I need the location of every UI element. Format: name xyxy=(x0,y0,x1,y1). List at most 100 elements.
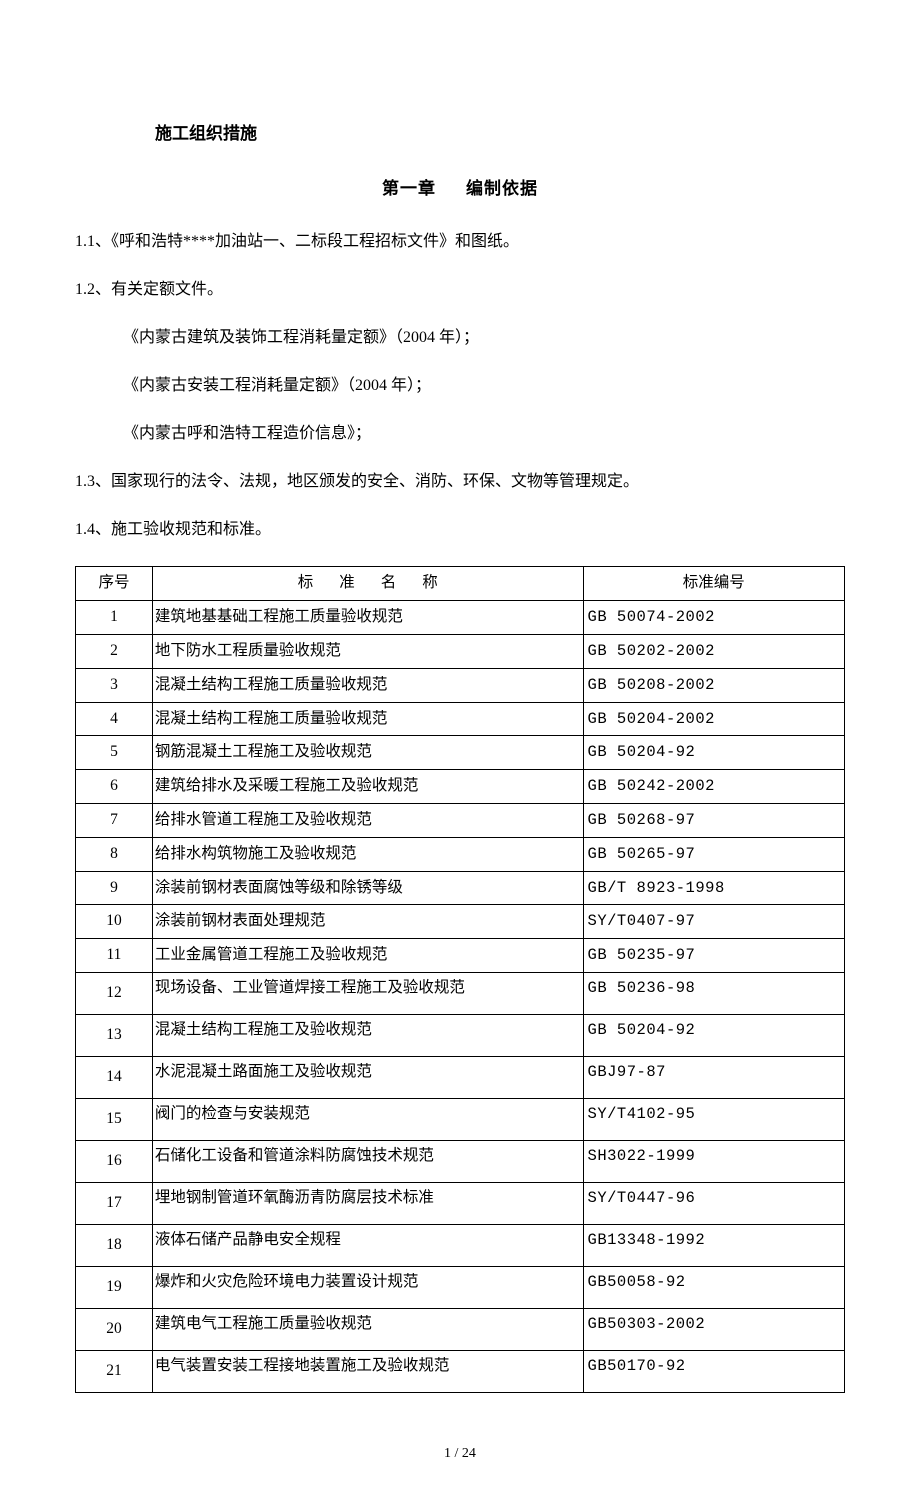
table-cell-code: GB50058-92 xyxy=(583,1266,844,1308)
table-cell-name: 给排水管道工程施工及验收规范 xyxy=(152,803,583,837)
paragraph-1-2c: 《内蒙古呼和浩特工程造价信息》； xyxy=(123,422,845,446)
table-cell-code: GB 50242-2002 xyxy=(583,770,844,804)
table-cell-name: 现场设备、工业管道焊接工程施工及验收规范 xyxy=(152,972,583,1014)
table-cell-name: 建筑电气工程施工质量验收规范 xyxy=(152,1308,583,1350)
table-cell-seq: 6 xyxy=(76,770,153,804)
document-title: 施工组织措施 xyxy=(155,120,845,147)
table-header-code: 标准编号 xyxy=(583,567,844,601)
table-cell-seq: 21 xyxy=(76,1350,153,1392)
table-row: 20建筑电气工程施工质量验收规范GB50303-2002 xyxy=(76,1308,845,1350)
table-row: 12现场设备、工业管道焊接工程施工及验收规范GB 50236-98 xyxy=(76,972,845,1014)
table-cell-code: GB 50268-97 xyxy=(583,803,844,837)
table-cell-seq: 5 xyxy=(76,736,153,770)
table-cell-name: 涂装前钢材表面处理规范 xyxy=(152,905,583,939)
table-row: 2地下防水工程质量验收规范GB 50202-2002 xyxy=(76,634,845,668)
table-cell-code: SY/T0407-97 xyxy=(583,905,844,939)
table-cell-code: GB13348-1992 xyxy=(583,1224,844,1266)
table-cell-seq: 4 xyxy=(76,702,153,736)
table-cell-seq: 15 xyxy=(76,1098,153,1140)
table-cell-name: 电气装置安装工程接地装置施工及验收规范 xyxy=(152,1350,583,1392)
table-cell-seq: 9 xyxy=(76,871,153,905)
table-cell-name: 建筑地基基础工程施工质量验收规范 xyxy=(152,601,583,635)
table-row: 6建筑给排水及采暖工程施工及验收规范GB 50242-2002 xyxy=(76,770,845,804)
table-cell-code: GB 50265-97 xyxy=(583,837,844,871)
table-cell-seq: 7 xyxy=(76,803,153,837)
table-cell-seq: 12 xyxy=(76,972,153,1014)
table-cell-code: SH3022-1999 xyxy=(583,1140,844,1182)
table-row: 17埋地钢制管道环氧酶沥青防腐层技术标准SY/T0447-96 xyxy=(76,1182,845,1224)
table-cell-code: GB 50208-2002 xyxy=(583,668,844,702)
table-cell-name: 工业金属管道工程施工及验收规范 xyxy=(152,939,583,973)
table-cell-seq: 8 xyxy=(76,837,153,871)
table-cell-name: 水泥混凝土路面施工及验收规范 xyxy=(152,1056,583,1098)
chapter-prefix: 第一章 xyxy=(382,179,436,198)
table-cell-code: SY/T4102-95 xyxy=(583,1098,844,1140)
paragraph-1-2b: 《内蒙古安装工程消耗量定额》（2004 年）； xyxy=(123,374,845,398)
table-cell-code: GB 50204-92 xyxy=(583,736,844,770)
table-cell-seq: 1 xyxy=(76,601,153,635)
table-cell-seq: 2 xyxy=(76,634,153,668)
table-cell-code: GB 50236-98 xyxy=(583,972,844,1014)
table-cell-seq: 13 xyxy=(76,1014,153,1056)
paragraph-1-2a: 《内蒙古建筑及装饰工程消耗量定额》（2004 年）； xyxy=(123,326,845,350)
table-row: 1建筑地基基础工程施工质量验收规范GB 50074-2002 xyxy=(76,601,845,635)
table-cell-name: 地下防水工程质量验收规范 xyxy=(152,634,583,668)
table-header-name: 标准名称 xyxy=(152,567,583,601)
table-cell-name: 埋地钢制管道环氧酶沥青防腐层技术标准 xyxy=(152,1182,583,1224)
table-cell-seq: 3 xyxy=(76,668,153,702)
table-cell-code: GB 50235-97 xyxy=(583,939,844,973)
paragraph-1-3: 1.3、国家现行的法令、法规，地区颁发的安全、消防、环保、文物等管理规定。 xyxy=(75,470,845,494)
table-row: 10涂装前钢材表面处理规范SY/T0407-97 xyxy=(76,905,845,939)
table-cell-seq: 17 xyxy=(76,1182,153,1224)
table-cell-seq: 11 xyxy=(76,939,153,973)
table-cell-seq: 19 xyxy=(76,1266,153,1308)
table-cell-code: GB/T 8923-1998 xyxy=(583,871,844,905)
table-cell-name: 混凝土结构工程施工质量验收规范 xyxy=(152,668,583,702)
table-row: 19爆炸和火灾危险环境电力装置设计规范GB50058-92 xyxy=(76,1266,845,1308)
table-row: 9涂装前钢材表面腐蚀等级和除锈等级GB/T 8923-1998 xyxy=(76,871,845,905)
table-header-row: 序号 标准名称 标准编号 xyxy=(76,567,845,601)
chapter-heading: 第一章 编制依据 xyxy=(75,175,845,202)
table-cell-name: 建筑给排水及采暖工程施工及验收规范 xyxy=(152,770,583,804)
paragraph-1-2: 1.2、有关定额文件。 xyxy=(75,278,845,302)
table-row: 15阀门的检查与安装规范SY/T4102-95 xyxy=(76,1098,845,1140)
table-cell-seq: 14 xyxy=(76,1056,153,1098)
table-cell-code: GB 50204-2002 xyxy=(583,702,844,736)
table-cell-code: GB50303-2002 xyxy=(583,1308,844,1350)
standards-table: 序号 标准名称 标准编号 1建筑地基基础工程施工质量验收规范GB 50074-2… xyxy=(75,566,845,1393)
table-cell-name: 钢筋混凝土工程施工及验收规范 xyxy=(152,736,583,770)
table-row: 11工业金属管道工程施工及验收规范GB 50235-97 xyxy=(76,939,845,973)
table-cell-name: 混凝土结构工程施工质量验收规范 xyxy=(152,702,583,736)
paragraph-1-1: 1.1、《呼和浩特****加油站一、二标段工程招标文件》和图纸。 xyxy=(75,230,845,254)
table-row: 18液体石储产品静电安全规程GB13348-1992 xyxy=(76,1224,845,1266)
table-row: 5钢筋混凝土工程施工及验收规范GB 50204-92 xyxy=(76,736,845,770)
table-cell-code: GBJ97-87 xyxy=(583,1056,844,1098)
table-cell-seq: 20 xyxy=(76,1308,153,1350)
table-cell-seq: 10 xyxy=(76,905,153,939)
table-cell-seq: 18 xyxy=(76,1224,153,1266)
table-cell-name: 石储化工设备和管道涂料防腐蚀技术规范 xyxy=(152,1140,583,1182)
chapter-name: 编制依据 xyxy=(466,179,538,198)
table-cell-name: 阀门的检查与安装规范 xyxy=(152,1098,583,1140)
table-row: 14水泥混凝土路面施工及验收规范GBJ97-87 xyxy=(76,1056,845,1098)
table-row: 21电气装置安装工程接地装置施工及验收规范GB50170-92 xyxy=(76,1350,845,1392)
table-row: 7给排水管道工程施工及验收规范GB 50268-97 xyxy=(76,803,845,837)
table-cell-code: GB 50202-2002 xyxy=(583,634,844,668)
table-row: 8给排水构筑物施工及验收规范GB 50265-97 xyxy=(76,837,845,871)
page-footer: 1 / 24 xyxy=(75,1443,845,1465)
table-cell-code: GB50170-92 xyxy=(583,1350,844,1392)
table-cell-name: 涂装前钢材表面腐蚀等级和除锈等级 xyxy=(152,871,583,905)
table-cell-name: 混凝土结构工程施工及验收规范 xyxy=(152,1014,583,1056)
table-cell-name: 爆炸和火灾危险环境电力装置设计规范 xyxy=(152,1266,583,1308)
table-row: 3混凝土结构工程施工质量验收规范GB 50208-2002 xyxy=(76,668,845,702)
table-row: 13混凝土结构工程施工及验收规范GB 50204-92 xyxy=(76,1014,845,1056)
table-cell-code: SY/T0447-96 xyxy=(583,1182,844,1224)
table-header-seq: 序号 xyxy=(76,567,153,601)
table-row: 4混凝土结构工程施工质量验收规范GB 50204-2002 xyxy=(76,702,845,736)
paragraph-1-4: 1.4、施工验收规范和标准。 xyxy=(75,518,845,542)
table-row: 16石储化工设备和管道涂料防腐蚀技术规范SH3022-1999 xyxy=(76,1140,845,1182)
table-cell-code: GB 50204-92 xyxy=(583,1014,844,1056)
table-cell-name: 液体石储产品静电安全规程 xyxy=(152,1224,583,1266)
table-cell-name: 给排水构筑物施工及验收规范 xyxy=(152,837,583,871)
table-cell-code: GB 50074-2002 xyxy=(583,601,844,635)
